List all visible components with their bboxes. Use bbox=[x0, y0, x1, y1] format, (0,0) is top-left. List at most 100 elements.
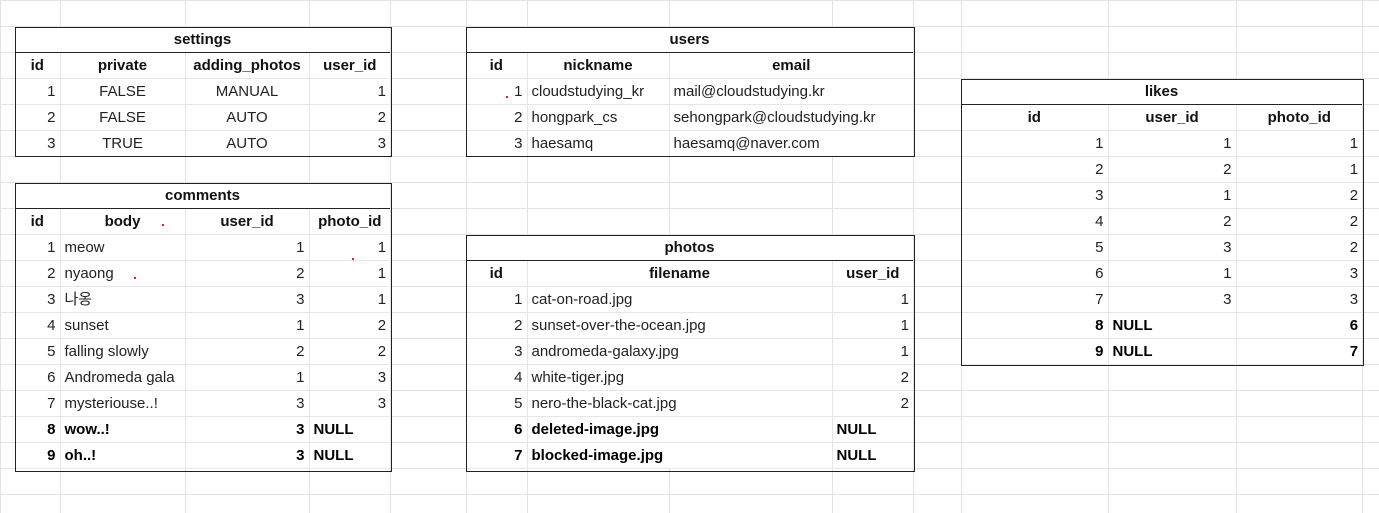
table-cell[interactable]: 2 bbox=[15, 104, 61, 131]
table-cell[interactable]: 6 bbox=[466, 416, 528, 443]
column-header[interactable]: user_id bbox=[185, 208, 310, 235]
table-cell[interactable]: TRUE bbox=[60, 130, 186, 157]
table-cell[interactable]: 3 bbox=[466, 338, 528, 365]
table-cell[interactable]: andromeda-galaxy.jpg bbox=[527, 338, 833, 365]
column-header[interactable]: user_id bbox=[832, 260, 914, 287]
table-cell[interactable]: 7 bbox=[466, 442, 528, 469]
table-cell[interactable]: NULL bbox=[309, 442, 391, 469]
table-cell[interactable]: sunset-over-the-ocean.jpg bbox=[527, 312, 833, 339]
table-cell[interactable]: 2 bbox=[185, 260, 310, 287]
table-cell[interactable]: haesamq@naver.com bbox=[669, 130, 914, 157]
table-cell[interactable]: 1 bbox=[832, 286, 914, 313]
table-cell[interactable]: 2 bbox=[466, 104, 528, 131]
table-cell[interactable]: 7 bbox=[1236, 338, 1363, 365]
table-cell[interactable]: 3 bbox=[1108, 234, 1237, 261]
column-header[interactable]: id bbox=[961, 104, 1109, 131]
table-cell[interactable]: NULL bbox=[1108, 338, 1237, 365]
table-cell[interactable]: 1 bbox=[185, 364, 310, 391]
table-cell[interactable]: 3 bbox=[309, 364, 391, 391]
table-cell[interactable]: MANUAL bbox=[185, 78, 310, 105]
column-header[interactable]: user_id bbox=[309, 52, 391, 79]
table-cell[interactable]: 3 bbox=[185, 442, 310, 469]
table-cell[interactable]: 7 bbox=[15, 390, 61, 417]
table-cell[interactable]: 8 bbox=[15, 416, 61, 443]
table-cell[interactable]: 1 bbox=[309, 260, 391, 287]
table-cell[interactable]: 1 bbox=[185, 234, 310, 261]
table-cell[interactable]: 2 bbox=[466, 312, 528, 339]
table-cell[interactable]: oh..! bbox=[60, 442, 186, 469]
table-cell[interactable]: 4 bbox=[466, 364, 528, 391]
table-cell[interactable]: nyaong bbox=[60, 260, 186, 287]
table-cell[interactable]: 1 bbox=[961, 130, 1109, 157]
table-cell[interactable]: 1 bbox=[15, 78, 61, 105]
table-cell[interactable]: 6 bbox=[1236, 312, 1363, 339]
table-cell[interactable]: 9 bbox=[15, 442, 61, 469]
table-cell[interactable]: 2 bbox=[1108, 208, 1237, 235]
column-header[interactable]: id bbox=[466, 260, 528, 287]
table-cell[interactable]: 1 bbox=[15, 234, 61, 261]
table-cell[interactable]: 3 bbox=[1236, 286, 1363, 313]
table-cell[interactable]: 1 bbox=[832, 312, 914, 339]
table-title[interactable]: comments bbox=[15, 183, 391, 209]
table-cell[interactable]: 3 bbox=[185, 416, 310, 443]
table-cell[interactable]: nero-the-black-cat.jpg bbox=[527, 390, 833, 417]
table-cell[interactable]: 6 bbox=[15, 364, 61, 391]
table-cell[interactable]: deleted-image.jpg bbox=[527, 416, 833, 443]
table-cell[interactable]: cat-on-road.jpg bbox=[527, 286, 833, 313]
column-header[interactable]: email bbox=[669, 52, 914, 79]
table-cell[interactable]: 3 bbox=[185, 390, 310, 417]
column-header[interactable]: adding_photos bbox=[185, 52, 310, 79]
column-header[interactable]: filename bbox=[527, 260, 833, 287]
table-cell[interactable]: 3 bbox=[15, 130, 61, 157]
table-cell[interactable]: NULL bbox=[832, 442, 914, 469]
table-cell[interactable]: 2 bbox=[1236, 182, 1363, 209]
table-title[interactable]: settings bbox=[15, 27, 391, 53]
table-cell[interactable]: mail@cloudstudying.kr bbox=[669, 78, 914, 105]
table-cell[interactable]: 3 bbox=[309, 390, 391, 417]
table-cell[interactable]: 2 bbox=[832, 390, 914, 417]
table-cell[interactable]: NULL bbox=[1108, 312, 1237, 339]
table-cell[interactable]: 나옹 bbox=[60, 286, 186, 313]
table-cell[interactable]: 3 bbox=[185, 286, 310, 313]
column-header[interactable]: body bbox=[60, 208, 186, 235]
table-cell[interactable]: 2 bbox=[15, 260, 61, 287]
table-cell[interactable]: 1 bbox=[1236, 130, 1363, 157]
table-cell[interactable]: meow bbox=[60, 234, 186, 261]
table-cell[interactable]: FALSE bbox=[60, 104, 186, 131]
table-cell[interactable]: 1 bbox=[309, 234, 391, 261]
table-cell[interactable]: 9 bbox=[961, 338, 1109, 365]
column-header[interactable]: id bbox=[15, 52, 61, 79]
table-cell[interactable]: 1 bbox=[1236, 156, 1363, 183]
table-cell[interactable]: mysteriouse..! bbox=[60, 390, 186, 417]
table-cell[interactable]: 1 bbox=[1108, 182, 1237, 209]
table-cell[interactable]: 2 bbox=[1236, 208, 1363, 235]
table-cell[interactable]: 4 bbox=[15, 312, 61, 339]
table-cell[interactable]: NULL bbox=[309, 416, 391, 443]
table-cell[interactable]: 2 bbox=[309, 104, 391, 131]
table-cell[interactable]: 2 bbox=[309, 312, 391, 339]
table-cell[interactable]: 1 bbox=[1108, 130, 1237, 157]
table-cell[interactable]: 2 bbox=[309, 338, 391, 365]
table-cell[interactable]: AUTO bbox=[185, 130, 310, 157]
table-cell[interactable]: sunset bbox=[60, 312, 186, 339]
table-cell[interactable]: 1 bbox=[832, 338, 914, 365]
table-cell[interactable]: 5 bbox=[961, 234, 1109, 261]
table-cell[interactable]: 3 bbox=[466, 130, 528, 157]
table-cell[interactable]: 8 bbox=[961, 312, 1109, 339]
column-header[interactable]: user_id bbox=[1108, 104, 1237, 131]
table-cell[interactable]: 3 bbox=[1236, 260, 1363, 287]
table-cell[interactable]: 5 bbox=[15, 338, 61, 365]
table-cell[interactable]: 3 bbox=[961, 182, 1109, 209]
table-cell[interactable]: white-tiger.jpg bbox=[527, 364, 833, 391]
table-cell[interactable]: FALSE bbox=[60, 78, 186, 105]
table-cell[interactable]: hongpark_cs bbox=[527, 104, 670, 131]
table-cell[interactable]: 1 bbox=[466, 78, 528, 105]
column-header[interactable]: private bbox=[60, 52, 186, 79]
table-cell[interactable]: cloudstudying_kr bbox=[527, 78, 670, 105]
table-cell[interactable]: 3 bbox=[15, 286, 61, 313]
table-cell[interactable]: haesamq bbox=[527, 130, 670, 157]
table-cell[interactable]: 6 bbox=[961, 260, 1109, 287]
table-title[interactable]: likes bbox=[961, 79, 1363, 105]
table-cell[interactable]: sehongpark@cloudstudying.kr bbox=[669, 104, 914, 131]
